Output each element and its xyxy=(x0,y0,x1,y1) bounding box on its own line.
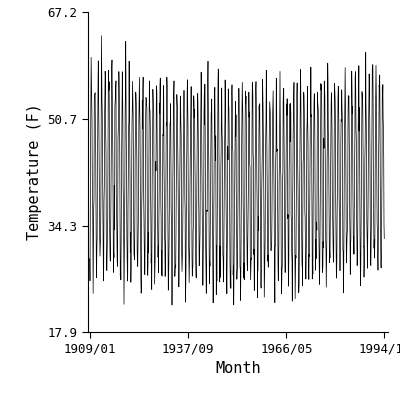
X-axis label: Month: Month xyxy=(215,361,261,376)
Y-axis label: Temperature (F): Temperature (F) xyxy=(27,104,42,240)
